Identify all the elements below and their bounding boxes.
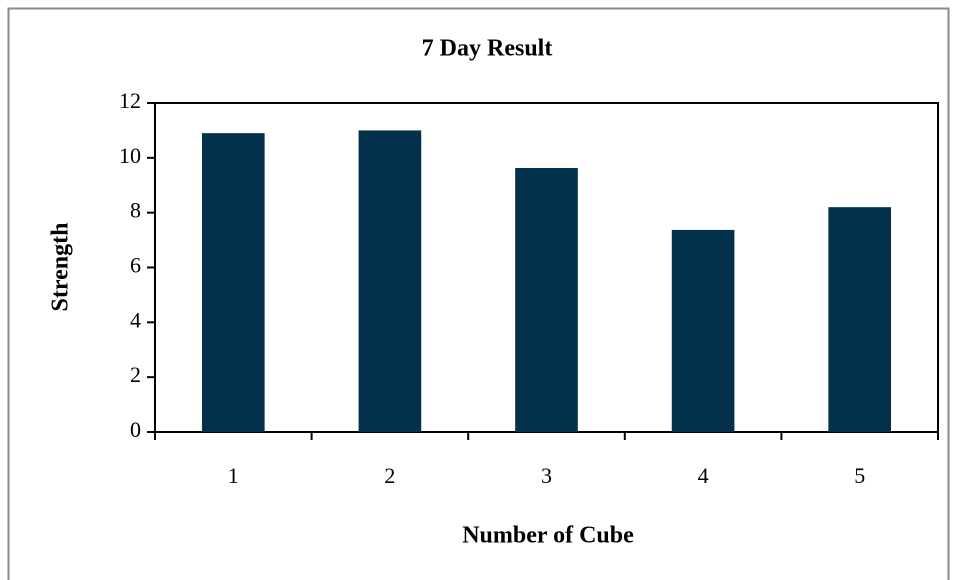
x-tick-label: 2: [384, 463, 395, 488]
x-tick-label: 3: [541, 463, 552, 488]
bar: [515, 167, 578, 433]
x-tick-label: 1: [228, 463, 239, 488]
bar: [671, 229, 735, 432]
y-axis-label: Strength: [48, 223, 74, 312]
x-tick-label: 4: [698, 463, 709, 488]
y-tick-label: 12: [119, 88, 141, 113]
y-tick-label: 6: [130, 253, 141, 278]
bar: [828, 207, 892, 432]
y-tick-label: 2: [130, 362, 141, 387]
y-tick-label: 4: [130, 307, 141, 332]
x-tick-label: 5: [854, 463, 865, 488]
y-tick-label: 8: [130, 198, 141, 223]
chart-frame: [7, 7, 950, 580]
chart-title: 7 Day Result: [422, 36, 553, 62]
y-tick-label: 0: [130, 417, 141, 442]
bar: [201, 133, 265, 433]
bar: [358, 130, 422, 432]
x-axis-label: Number of Cube: [462, 523, 634, 549]
y-tick-label: 10: [119, 143, 141, 168]
